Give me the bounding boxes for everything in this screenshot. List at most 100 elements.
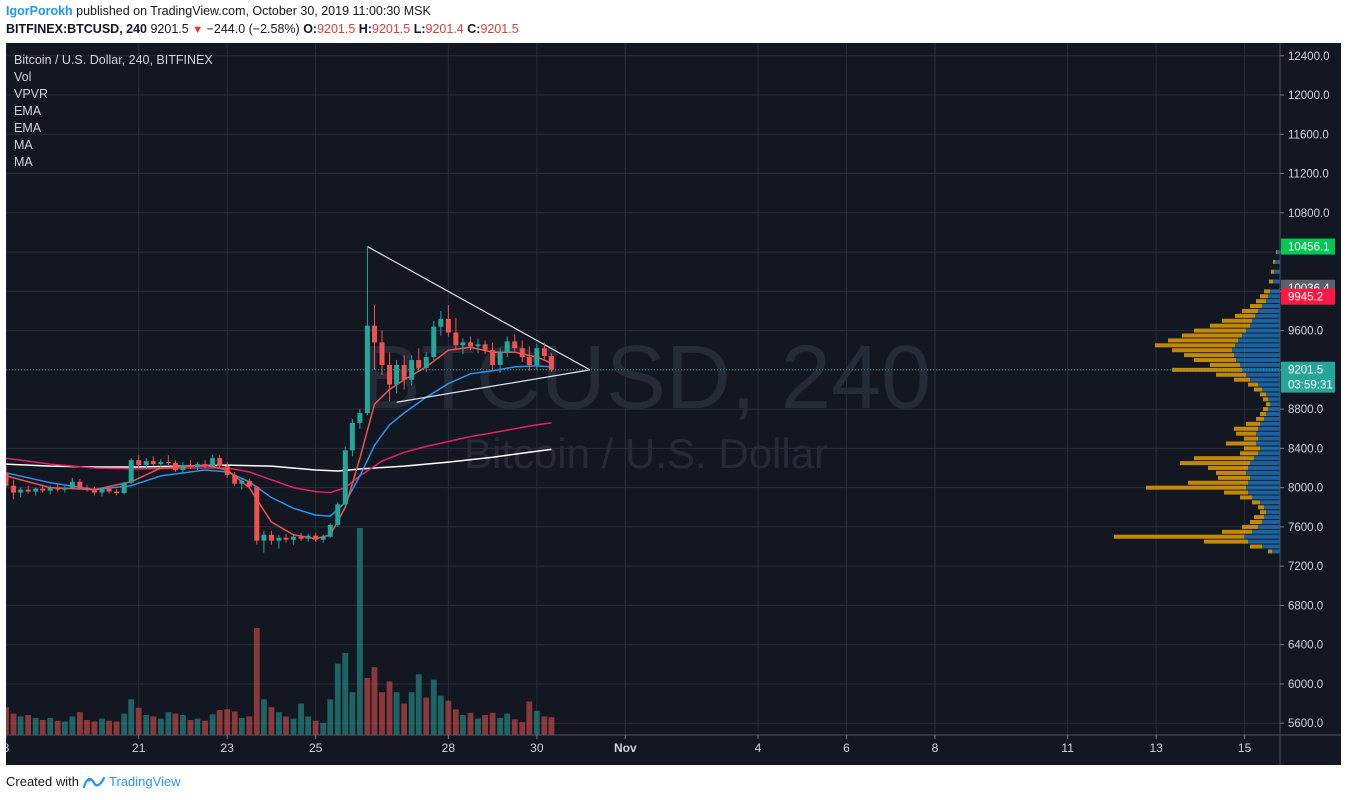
- volume-bar: [511, 719, 518, 735]
- vpvr-row-down: [1216, 470, 1246, 475]
- vpvr-row-down: [1260, 392, 1266, 397]
- vpvr-row-up: [1266, 392, 1280, 397]
- vpvr-row-down: [1188, 480, 1248, 485]
- candle-body: [327, 524, 333, 537]
- vpvr-row-down: [1218, 475, 1250, 480]
- candle-body: [172, 463, 178, 470]
- candle-body: [394, 364, 400, 385]
- high-value: 9201.5: [372, 22, 411, 36]
- vpvr-row-down: [1210, 362, 1240, 367]
- volume-bar: [10, 713, 17, 735]
- vpvr-row-down: [1194, 358, 1236, 363]
- vpvr-row-down: [1222, 318, 1252, 323]
- time-tick-label: 8: [6, 741, 10, 755]
- legend-indicator: MA: [14, 138, 33, 152]
- vpvr-row-down: [1240, 495, 1252, 500]
- legend-indicator: EMA: [14, 104, 42, 118]
- vpvr-row-up: [1246, 372, 1280, 377]
- grid-lines: [6, 43, 1280, 735]
- vpvr-row-up: [1268, 407, 1280, 412]
- vpvr-row-down: [1194, 328, 1246, 333]
- volume-bar: [6, 707, 9, 735]
- vpvr-row-up: [1262, 519, 1280, 525]
- volume-bar: [342, 652, 349, 735]
- candle-body: [158, 462, 164, 465]
- volume-bar: [415, 674, 422, 735]
- candle-body: [387, 364, 393, 385]
- volume-bar: [298, 703, 304, 735]
- candle-body: [195, 464, 201, 468]
- vpvr-row-down: [1269, 279, 1273, 284]
- vpvr-row-down: [1260, 510, 1266, 515]
- vpvr-row-down: [1240, 451, 1258, 456]
- vpvr-row-down: [1250, 544, 1262, 549]
- volume-bar: [423, 697, 430, 735]
- volume-bar: [489, 712, 496, 735]
- volume-bar: [526, 701, 533, 735]
- volume-bar: [157, 718, 164, 735]
- volume-bar: [393, 692, 400, 735]
- vpvr-row-down: [1260, 412, 1266, 417]
- time-axis[interactable]: 8 21 23 25 28 30 Nov 4 6 8 11 13 15: [6, 734, 1341, 755]
- price-axis[interactable]: 12400.0 12000.0 11600.0 11200.0 10800.0 9600.…: [1279, 43, 1330, 765]
- candle-body: [128, 460, 134, 483]
- vpvr-row-down: [1210, 323, 1250, 328]
- volume-bar: [54, 720, 61, 735]
- trend-line: [367, 246, 591, 371]
- volume-bar: [121, 713, 128, 735]
- volume-bar: [460, 715, 466, 735]
- vpvr-row-up: [1262, 544, 1280, 549]
- author-link[interactable]: IgorPorokh: [6, 4, 73, 18]
- vpvr-row-down: [1194, 456, 1254, 461]
- vpvr-row-up: [1268, 397, 1280, 402]
- vpvr-row-down: [1250, 519, 1262, 525]
- price-chart[interactable]: BTCUSD, 240 Bitcoin / U.S. Dollar Bitcoi…: [6, 43, 1341, 765]
- candle-body: [453, 332, 459, 346]
- vpvr-row-up: [1238, 338, 1280, 343]
- candle-body: [401, 364, 407, 380]
- candle-body: [121, 482, 127, 494]
- open-value: 9201.5: [317, 22, 356, 36]
- vpvr-row-down: [1254, 515, 1264, 520]
- vpvr-row-up: [1240, 362, 1280, 367]
- vpvr-row-up: [1246, 470, 1280, 475]
- volume-bar: [475, 718, 481, 735]
- vpvr-row-down: [1256, 299, 1266, 304]
- candle-body: [460, 342, 466, 346]
- time-tick-label: 21: [132, 741, 146, 755]
- vpvr-row-up: [1258, 451, 1280, 456]
- volume-bar: [84, 720, 90, 735]
- vpvr-row-up: [1250, 377, 1280, 382]
- volume-profile: [1114, 250, 1280, 554]
- volume-bar: [172, 713, 179, 735]
- volume-bar: [290, 718, 297, 735]
- vpvr-row-up: [1256, 431, 1280, 436]
- candle-body: [239, 480, 245, 484]
- volume-bar: [283, 716, 289, 735]
- vpvr-row-up: [1248, 466, 1280, 471]
- volume-bar: [165, 712, 172, 735]
- price-label-text: 9945.2: [1288, 292, 1323, 304]
- tradingview-brand-link[interactable]: TradingView: [108, 774, 181, 789]
- volume-bar: [541, 716, 548, 735]
- vpvr-row-up: [1277, 250, 1280, 255]
- chart-legend: Bitcoin / U.S. Dollar, 240, BITFINEX Vol…: [14, 53, 213, 169]
- volume-bar: [113, 721, 120, 735]
- ma-white-line: [6, 448, 552, 472]
- vpvr-row-up: [1268, 294, 1280, 299]
- vpvr-row-down: [1268, 549, 1272, 554]
- candle-body: [416, 360, 422, 368]
- vpvr-row-down: [1114, 534, 1244, 539]
- candle-body: [512, 341, 518, 349]
- vpvr-row-down: [1271, 269, 1274, 274]
- trend-line: [396, 369, 591, 403]
- volume-bar: [379, 692, 385, 735]
- volume-bar: [128, 699, 135, 735]
- time-tick-label: Nov: [614, 741, 637, 755]
- price-tick-label: 6400.0: [1288, 640, 1323, 652]
- candle-body: [548, 356, 554, 370]
- candle-body: [11, 485, 17, 493]
- vpvr-row-up: [1252, 495, 1280, 500]
- price-tick-label: 8000.0: [1288, 483, 1323, 495]
- triangle-pattern[interactable]: [367, 246, 591, 403]
